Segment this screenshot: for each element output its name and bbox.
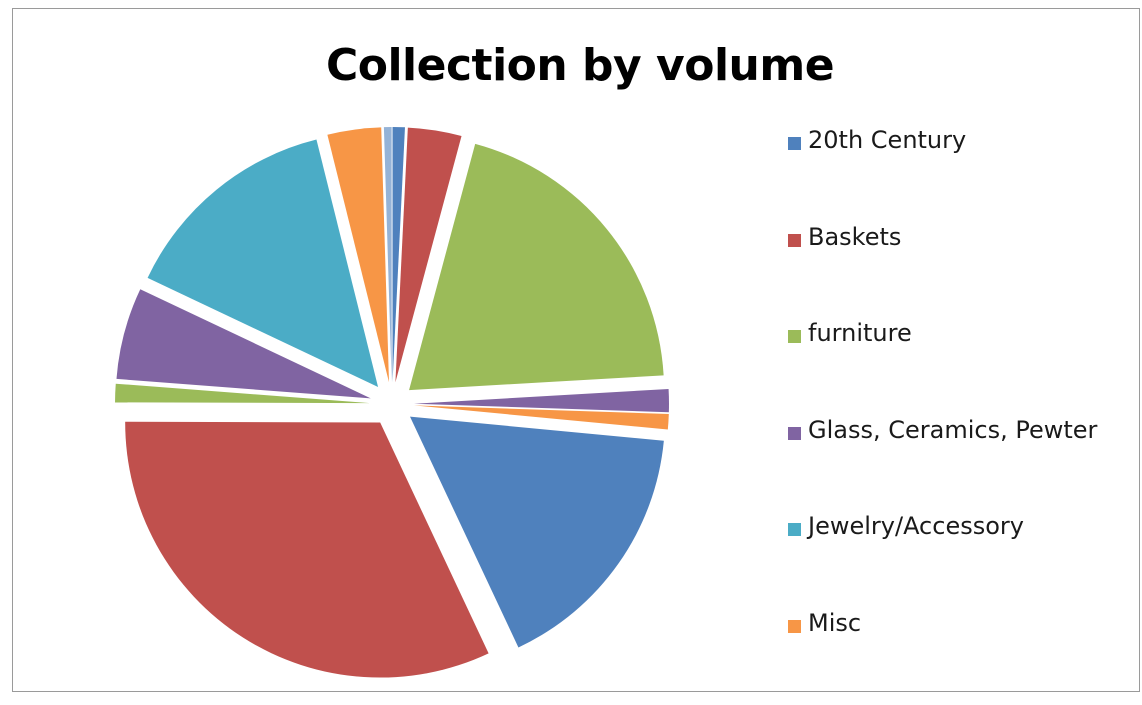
legend-label: 20th Century <box>808 126 966 154</box>
legend-label: Jewelry/Accessory <box>808 512 1024 540</box>
pie-slices <box>115 127 669 678</box>
legend-swatch <box>788 427 801 440</box>
legend-swatch <box>788 330 801 343</box>
legend-item: Glass, Ceramics, Pewter <box>788 416 1097 513</box>
legend-item: furniture <box>788 319 1097 416</box>
legend-swatch <box>788 523 801 536</box>
legend-item: 20th Century <box>788 126 1097 223</box>
legend-label: furniture <box>808 319 912 347</box>
legend-label: Baskets <box>808 223 901 251</box>
legend-swatch <box>788 137 801 150</box>
chart-legend: 20th Century Baskets furniture Glass, Ce… <box>788 126 1097 705</box>
legend-item: Baskets <box>788 223 1097 320</box>
legend-swatch <box>788 620 801 633</box>
legend-item: Misc <box>788 609 1097 705</box>
legend-item: Jewelry/Accessory <box>788 512 1097 609</box>
legend-swatch <box>788 234 801 247</box>
legend-label: Glass, Ceramics, Pewter <box>808 416 1097 444</box>
legend-label: Misc <box>808 609 861 637</box>
